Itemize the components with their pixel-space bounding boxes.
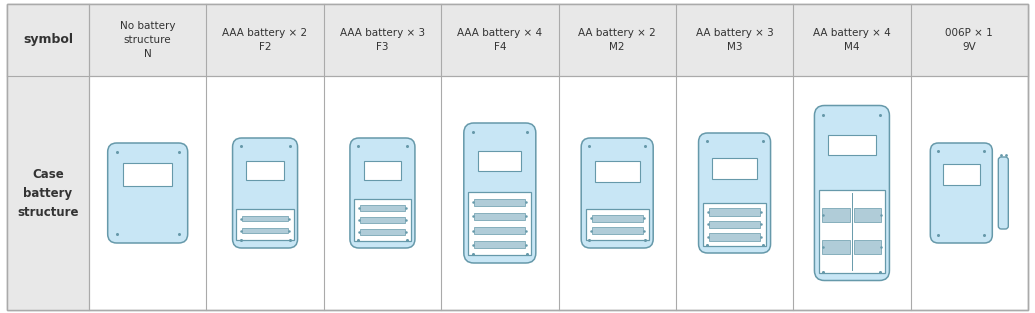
Text: No battery
structure
N: No battery structure N	[120, 21, 176, 59]
Bar	[474, 198, 525, 206]
Bar	[359, 217, 406, 223]
FancyBboxPatch shape	[999, 157, 1008, 229]
Bar	[703, 203, 766, 246]
Bar	[819, 190, 885, 273]
Text: AA battery × 3
M3: AA battery × 3 M3	[696, 28, 773, 52]
Bar	[854, 208, 882, 222]
Bar	[943, 164, 980, 185]
Bar	[242, 216, 288, 221]
FancyBboxPatch shape	[464, 123, 536, 263]
Bar	[592, 228, 643, 234]
Bar	[828, 135, 877, 155]
Bar	[854, 240, 882, 254]
Bar	[592, 215, 643, 222]
Bar	[7, 4, 89, 310]
Bar	[354, 199, 411, 241]
Text: symbol: symbol	[23, 33, 73, 47]
Bar	[474, 227, 525, 234]
FancyBboxPatch shape	[233, 138, 298, 248]
Bar	[7, 4, 1028, 76]
Bar	[474, 241, 525, 249]
FancyBboxPatch shape	[108, 143, 187, 243]
Text: AAA battery × 4
F4: AAA battery × 4 F4	[457, 28, 542, 52]
FancyBboxPatch shape	[350, 138, 415, 248]
Bar	[712, 158, 757, 179]
Bar	[478, 151, 522, 171]
Bar	[363, 161, 402, 180]
Bar	[709, 233, 760, 241]
Text: 006P × 1
9V: 006P × 1 9V	[945, 28, 994, 52]
Text: AAA battery × 2
F2: AAA battery × 2 F2	[223, 28, 307, 52]
Bar	[123, 163, 173, 186]
Bar	[236, 209, 294, 240]
Bar	[823, 208, 850, 222]
Bar	[474, 213, 525, 220]
Bar	[709, 208, 760, 216]
Bar	[595, 161, 640, 182]
Bar	[242, 228, 288, 233]
Bar	[359, 205, 406, 211]
Bar	[709, 221, 760, 228]
Text: AA battery × 2
M2: AA battery × 2 M2	[579, 28, 656, 52]
Bar	[586, 209, 649, 240]
FancyBboxPatch shape	[582, 138, 653, 248]
Text: Case
battery
structure: Case battery structure	[18, 167, 79, 218]
Bar	[359, 229, 406, 235]
Text: AA battery × 4
M4: AA battery × 4 M4	[814, 28, 891, 52]
Bar	[468, 192, 532, 255]
Bar	[246, 161, 284, 180]
FancyBboxPatch shape	[699, 133, 771, 253]
FancyBboxPatch shape	[930, 143, 993, 243]
Bar	[823, 240, 850, 254]
FancyBboxPatch shape	[815, 105, 889, 280]
Text: AAA battery × 3
F3: AAA battery × 3 F3	[339, 28, 425, 52]
